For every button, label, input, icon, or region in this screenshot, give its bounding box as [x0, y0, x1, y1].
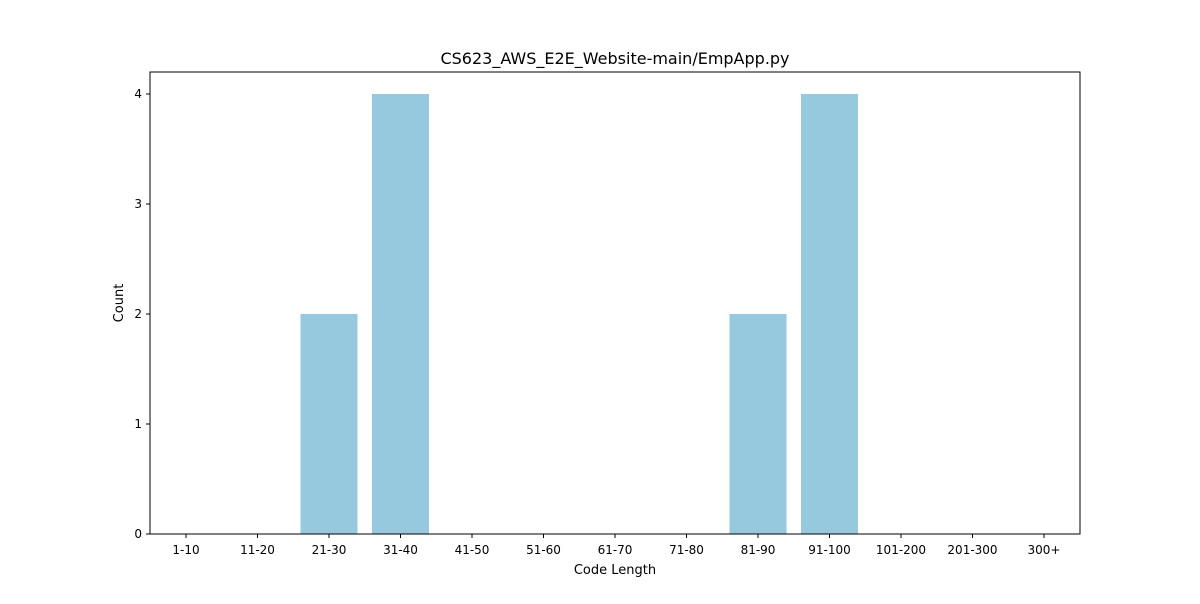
- chart-title: CS623_AWS_E2E_Website-main/EmpApp.py: [440, 49, 789, 69]
- y-tick-label: 0: [134, 527, 142, 541]
- y-tick-label: 1: [134, 417, 142, 431]
- x-axis-label: Code Length: [574, 563, 656, 578]
- x-tick-label: 91-100: [808, 543, 851, 557]
- y-axis: 0 1 2 3 4: [134, 87, 150, 541]
- bar-91-100: [801, 94, 858, 534]
- x-tick-label: 51-60: [526, 543, 561, 557]
- x-tick-label: 101-200: [876, 543, 926, 557]
- x-tick-label: 61-70: [598, 543, 633, 557]
- plot-frame: [149, 71, 1081, 535]
- x-tick-label: 21-30: [312, 543, 347, 557]
- bars-layer: [300, 94, 858, 534]
- x-tick-label: 71-80: [669, 543, 704, 557]
- x-tick-label: 201-300: [947, 543, 997, 557]
- bar-21-30: [300, 314, 358, 534]
- y-tick-label: 2: [134, 307, 142, 321]
- x-tick-label: 1-10: [172, 543, 199, 557]
- bar-81-90: [729, 314, 787, 534]
- bar-31-40: [372, 94, 429, 534]
- x-tick-label: 300+: [1028, 543, 1061, 557]
- y-tick-label: 4: [134, 87, 142, 101]
- x-tick-label: 11-20: [240, 543, 275, 557]
- x-tick-label: 41-50: [455, 543, 490, 557]
- x-tick-label: 31-40: [383, 543, 418, 557]
- y-tick-label: 3: [134, 197, 142, 211]
- x-axis: 1-10 11-20 21-30 31-40 41-50 51-60 61-70 71-80 8…: [172, 534, 1060, 557]
- y-axis-label: Count: [112, 284, 127, 323]
- x-tick-label: 81-90: [741, 543, 776, 557]
